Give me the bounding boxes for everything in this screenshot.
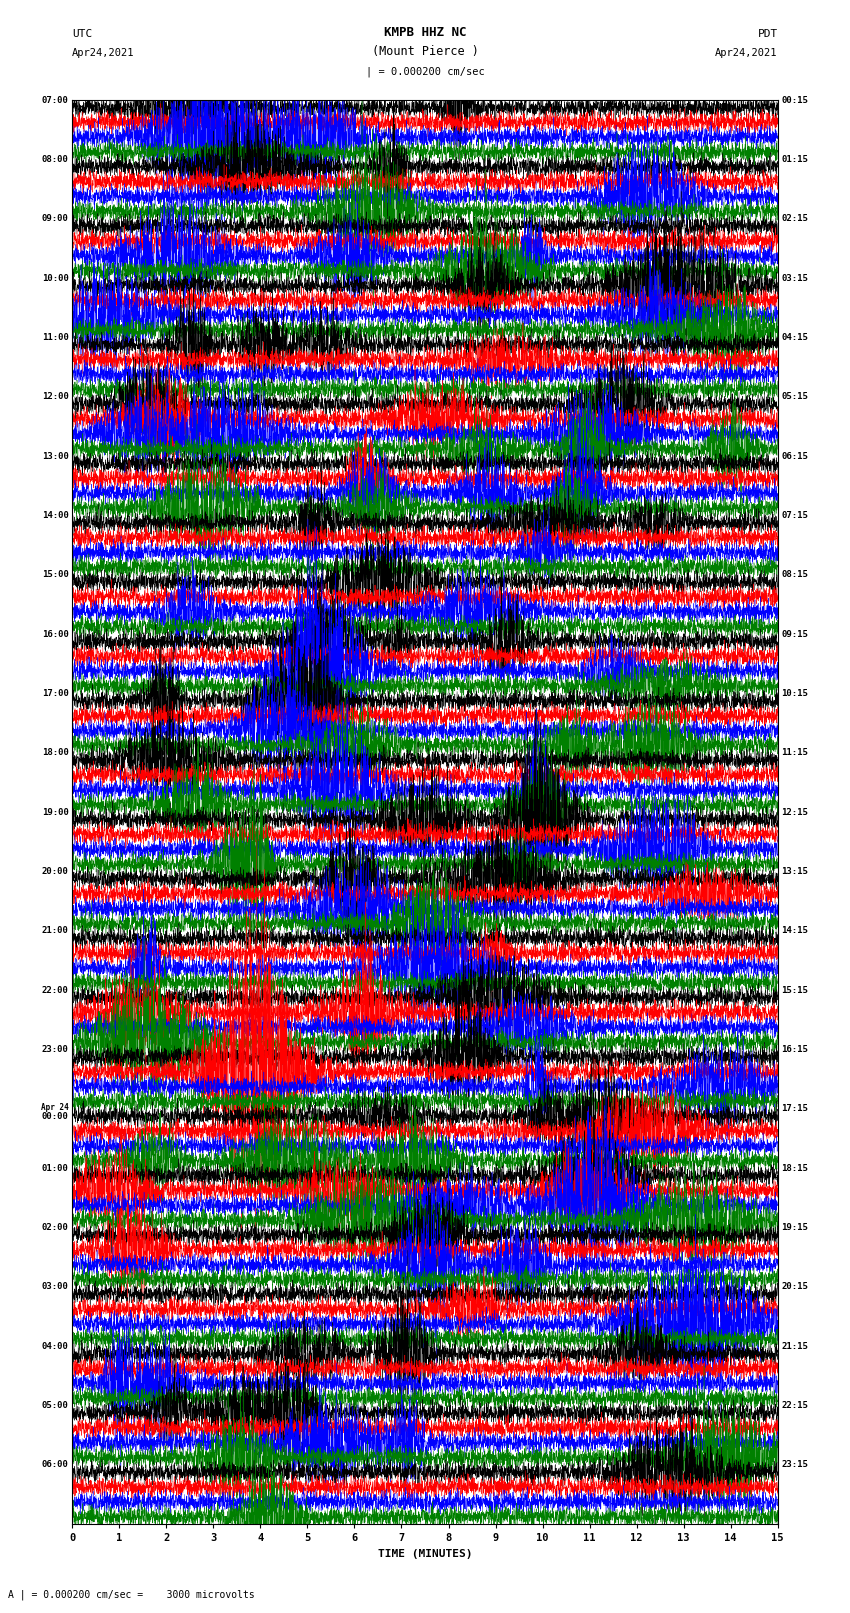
Text: UTC: UTC: [72, 29, 93, 39]
Text: 00:00: 00:00: [42, 1113, 69, 1121]
Text: 22:15: 22:15: [781, 1402, 808, 1410]
Text: 10:15: 10:15: [781, 689, 808, 698]
Text: 05:00: 05:00: [42, 1402, 69, 1410]
Text: Apr 24: Apr 24: [41, 1103, 69, 1111]
Text: 06:15: 06:15: [781, 452, 808, 461]
Text: 08:00: 08:00: [42, 155, 69, 165]
Text: 21:00: 21:00: [42, 926, 69, 936]
Text: 09:00: 09:00: [42, 215, 69, 223]
Text: 15:15: 15:15: [781, 986, 808, 995]
Text: 02:15: 02:15: [781, 215, 808, 223]
Text: | = 0.000200 cm/sec: | = 0.000200 cm/sec: [366, 66, 484, 77]
Text: 03:15: 03:15: [781, 274, 808, 282]
Text: 16:15: 16:15: [781, 1045, 808, 1053]
Text: 18:00: 18:00: [42, 748, 69, 756]
Text: 14:15: 14:15: [781, 926, 808, 936]
Text: 16:00: 16:00: [42, 629, 69, 639]
Text: 04:15: 04:15: [781, 332, 808, 342]
Text: 07:15: 07:15: [781, 511, 808, 519]
Text: 14:00: 14:00: [42, 511, 69, 519]
Text: 18:15: 18:15: [781, 1163, 808, 1173]
Text: 01:15: 01:15: [781, 155, 808, 165]
Text: 02:00: 02:00: [42, 1223, 69, 1232]
X-axis label: TIME (MINUTES): TIME (MINUTES): [377, 1548, 473, 1558]
Text: 06:00: 06:00: [42, 1460, 69, 1469]
Text: 15:00: 15:00: [42, 571, 69, 579]
Text: 07:00: 07:00: [42, 95, 69, 105]
Text: 20:15: 20:15: [781, 1282, 808, 1292]
Text: 17:00: 17:00: [42, 689, 69, 698]
Text: 17:15: 17:15: [781, 1105, 808, 1113]
Text: 11:15: 11:15: [781, 748, 808, 756]
Text: 20:00: 20:00: [42, 868, 69, 876]
Text: 22:00: 22:00: [42, 986, 69, 995]
Text: 23:15: 23:15: [781, 1460, 808, 1469]
Text: 19:15: 19:15: [781, 1223, 808, 1232]
Text: 13:15: 13:15: [781, 868, 808, 876]
Text: A | = 0.000200 cm/sec =    3000 microvolts: A | = 0.000200 cm/sec = 3000 microvolts: [8, 1589, 255, 1600]
Text: 12:15: 12:15: [781, 808, 808, 816]
Text: Apr24,2021: Apr24,2021: [72, 48, 135, 58]
Text: 01:00: 01:00: [42, 1163, 69, 1173]
Text: 12:00: 12:00: [42, 392, 69, 402]
Text: (Mount Pierce ): (Mount Pierce ): [371, 45, 479, 58]
Text: Apr24,2021: Apr24,2021: [715, 48, 778, 58]
Text: KMPB HHZ NC: KMPB HHZ NC: [383, 26, 467, 39]
Text: 13:00: 13:00: [42, 452, 69, 461]
Text: 04:00: 04:00: [42, 1342, 69, 1350]
Text: 03:00: 03:00: [42, 1282, 69, 1292]
Text: 10:00: 10:00: [42, 274, 69, 282]
Text: 23:00: 23:00: [42, 1045, 69, 1053]
Text: 00:15: 00:15: [781, 95, 808, 105]
Text: 19:00: 19:00: [42, 808, 69, 816]
Text: 09:15: 09:15: [781, 629, 808, 639]
Text: 05:15: 05:15: [781, 392, 808, 402]
Text: 11:00: 11:00: [42, 332, 69, 342]
Text: PDT: PDT: [757, 29, 778, 39]
Text: 08:15: 08:15: [781, 571, 808, 579]
Text: 21:15: 21:15: [781, 1342, 808, 1350]
